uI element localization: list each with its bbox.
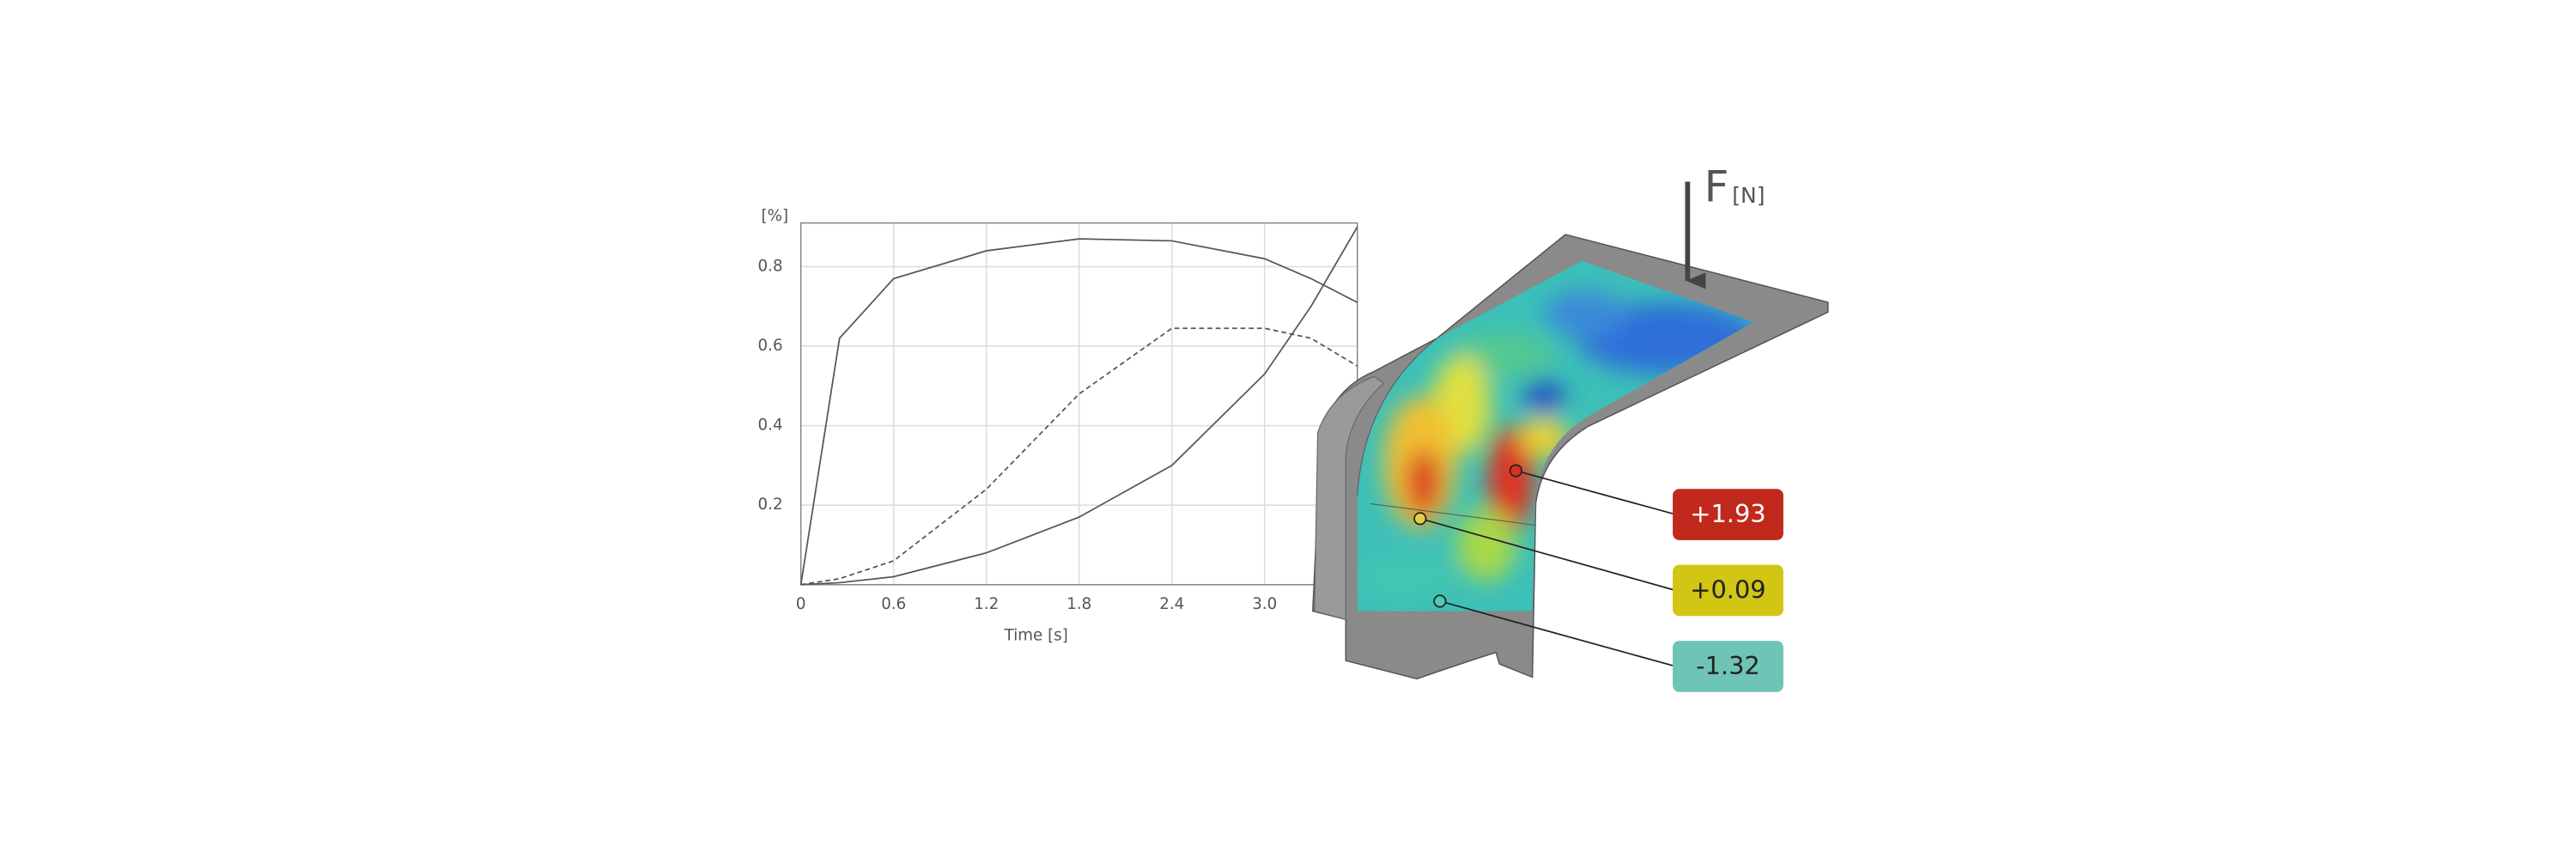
y-tick-label: 0.4 [758, 417, 783, 435]
callout-label: -1.32 [1696, 651, 1760, 680]
y-tick-label: 0.8 [758, 258, 783, 276]
x-axis-label: Time [s] [1004, 626, 1068, 644]
part-flange [1314, 375, 1385, 620]
x-tick-label: 1.2 [974, 595, 999, 613]
series-line [799, 238, 1358, 585]
series-line [800, 327, 1358, 586]
x-tick-label: 3.0 [1252, 595, 1277, 613]
x-tick-label: 0.6 [881, 595, 906, 613]
callouts: +1.93 +0.09 -1.32 [1673, 489, 1783, 692]
line-chart: 0.2 0.4 0.6 0.8 0 0.6 1.2 1.8 2.4 3.0 [%] Time [s] [758, 207, 1358, 644]
y-tick-label: 0.6 [758, 337, 783, 355]
force-symbol: F [1704, 162, 1729, 212]
edge [1357, 338, 1536, 526]
callout-box [1673, 564, 1783, 617]
y-axis-label: [%] [762, 207, 789, 225]
x-tick-label: 0 [796, 595, 806, 613]
force-unit: [N] [1732, 183, 1765, 208]
series-line [800, 226, 1358, 586]
x-tick-label: 2.4 [1159, 595, 1184, 613]
x-tick-label: 1.8 [1066, 595, 1091, 613]
callout-label: +1.93 [1690, 499, 1765, 528]
callout-box [1673, 641, 1783, 692]
callout-box [1673, 489, 1783, 540]
callout-leaders [1413, 464, 1674, 666]
callout-label: +0.09 [1690, 575, 1765, 604]
y-tick-label: 0.2 [758, 496, 783, 514]
